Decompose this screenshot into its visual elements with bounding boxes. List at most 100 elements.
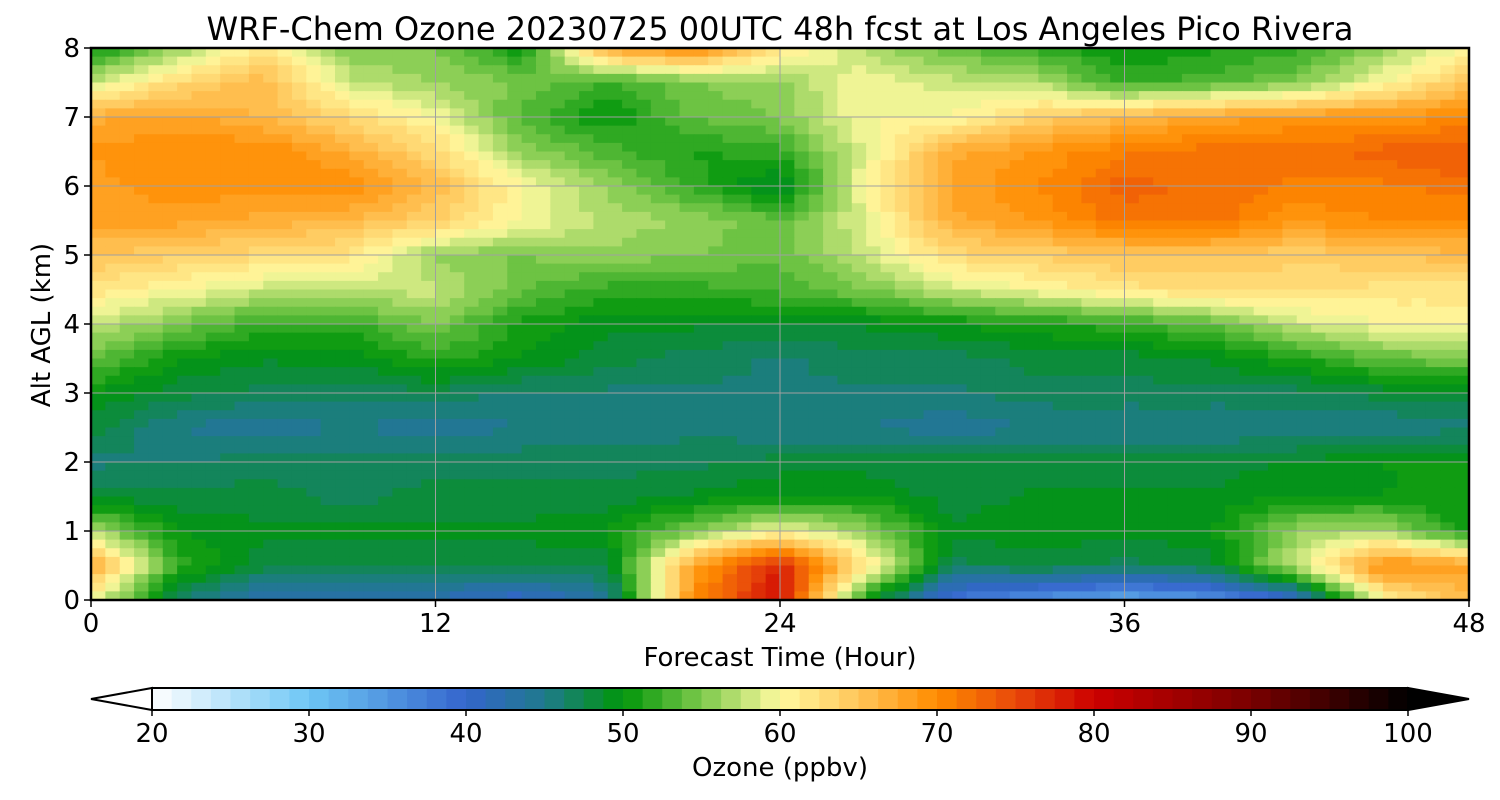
heatmap-cell: [1382, 332, 1398, 342]
heatmap-cell: [507, 272, 523, 282]
heatmap-cell: [780, 255, 795, 265]
heatmap-cell: [263, 203, 279, 213]
heatmap-cell: [1253, 255, 1269, 265]
heatmap-cell: [1440, 401, 1456, 411]
heatmap-cell: [234, 332, 250, 342]
heatmap-cell: [492, 203, 508, 213]
heatmap-cell: [1038, 203, 1054, 213]
heatmap-cell: [636, 194, 652, 204]
heatmap-cell: [1024, 444, 1039, 454]
heatmap-cell: [1339, 349, 1355, 360]
heatmap-cell: [363, 99, 379, 109]
heatmap-cell: [765, 280, 781, 291]
heatmap-cell: [378, 151, 394, 161]
heatmap-cell: [205, 160, 221, 170]
heatmap-cell: [1339, 168, 1355, 178]
heatmap-cell: [636, 56, 652, 66]
heatmap-cell: [1210, 315, 1226, 325]
heatmap-cell: [392, 177, 408, 187]
heatmap-cell: [535, 393, 551, 403]
heatmap-cell: [894, 48, 910, 58]
heatmap-cell: [363, 168, 379, 178]
heatmap-cell: [435, 263, 451, 273]
heatmap-cell: [823, 237, 839, 247]
heatmap-cell: [823, 99, 839, 109]
heatmap-cell: [349, 246, 365, 256]
heatmap-cell: [1052, 470, 1068, 480]
heatmap-cell: [263, 410, 279, 420]
heatmap-cell: [593, 306, 609, 316]
heatmap-cell: [1024, 203, 1039, 213]
heatmap-cell: [263, 367, 279, 377]
heatmap-cell: [1153, 220, 1169, 230]
heatmap-cell: [306, 186, 322, 196]
heatmap-cell: [421, 384, 437, 394]
heatmap-cell: [91, 410, 106, 420]
heatmap-cell: [650, 186, 666, 196]
heatmap-cell: [980, 393, 996, 403]
heatmap-cell: [837, 117, 853, 127]
heatmap-cell: [952, 401, 968, 411]
heatmap-cell: [148, 358, 164, 368]
heatmap-cell: [851, 99, 867, 109]
heatmap-cell: [1153, 160, 1169, 170]
heatmap-cell: [205, 56, 221, 66]
heatmap-cell: [363, 487, 379, 498]
heatmap-cell: [1397, 410, 1413, 420]
heatmap-cell: [1210, 462, 1226, 472]
heatmap-cell: [1038, 194, 1054, 204]
heatmap-cell: [363, 444, 379, 454]
heatmap-cell: [205, 220, 221, 230]
heatmap-cell: [909, 418, 925, 429]
heatmap-cell: [679, 375, 695, 385]
heatmap-cell: [1397, 324, 1413, 334]
heatmap-cell: [708, 315, 724, 325]
heatmap-cell: [521, 453, 537, 463]
heatmap-cell: [1454, 393, 1470, 403]
heatmap-cell: [1440, 108, 1456, 118]
heatmap-cell: [1067, 272, 1083, 282]
heatmap-cell: [1425, 237, 1441, 247]
heatmap-cell: [1325, 117, 1341, 127]
heatmap-cell: [464, 168, 480, 178]
heatmap-cell: [593, 401, 609, 411]
heatmap-cell: [1354, 272, 1370, 282]
heatmap-cell: [535, 125, 551, 135]
heatmap-cell: [248, 280, 264, 291]
heatmap-cell: [105, 306, 121, 316]
heatmap-cell: [837, 341, 853, 351]
heatmap-cell: [148, 289, 164, 299]
heatmap-cell: [478, 151, 494, 161]
heatmap-cell: [1311, 220, 1327, 230]
heatmap-cell: [1411, 410, 1427, 420]
heatmap-cell: [952, 410, 968, 420]
heatmap-cell: [1440, 358, 1456, 368]
heatmap-cell: [937, 410, 953, 420]
heatmap-cell: [363, 384, 379, 394]
heatmap-cell: [1181, 393, 1197, 403]
heatmap-cell: [579, 151, 594, 161]
heatmap-cell: [449, 168, 465, 178]
heatmap-cell: [1368, 479, 1384, 489]
heatmap-cell: [650, 375, 666, 385]
heatmap-cell: [521, 211, 537, 222]
heatmap-cell: [205, 479, 221, 489]
heatmap-cell: [1138, 298, 1154, 308]
heatmap-cell: [722, 117, 738, 127]
heatmap-cell: [894, 298, 910, 308]
heatmap-cell: [808, 168, 824, 178]
heatmap-cell: [1224, 436, 1240, 446]
heatmap-cell: [579, 410, 594, 420]
heatmap-cell: [880, 220, 896, 230]
heatmap-cell: [593, 462, 609, 472]
heatmap-cell: [162, 418, 178, 429]
heatmap-cell: [507, 341, 523, 351]
heatmap-cell: [1181, 332, 1197, 342]
heatmap-cell: [780, 117, 795, 127]
heatmap-cell: [1440, 315, 1456, 325]
heatmap-cell: [593, 134, 609, 144]
heatmap-cell: [550, 117, 566, 127]
heatmap-cell: [378, 324, 394, 334]
heatmap-cell: [1153, 48, 1169, 58]
heatmap-cell: [1425, 280, 1441, 291]
